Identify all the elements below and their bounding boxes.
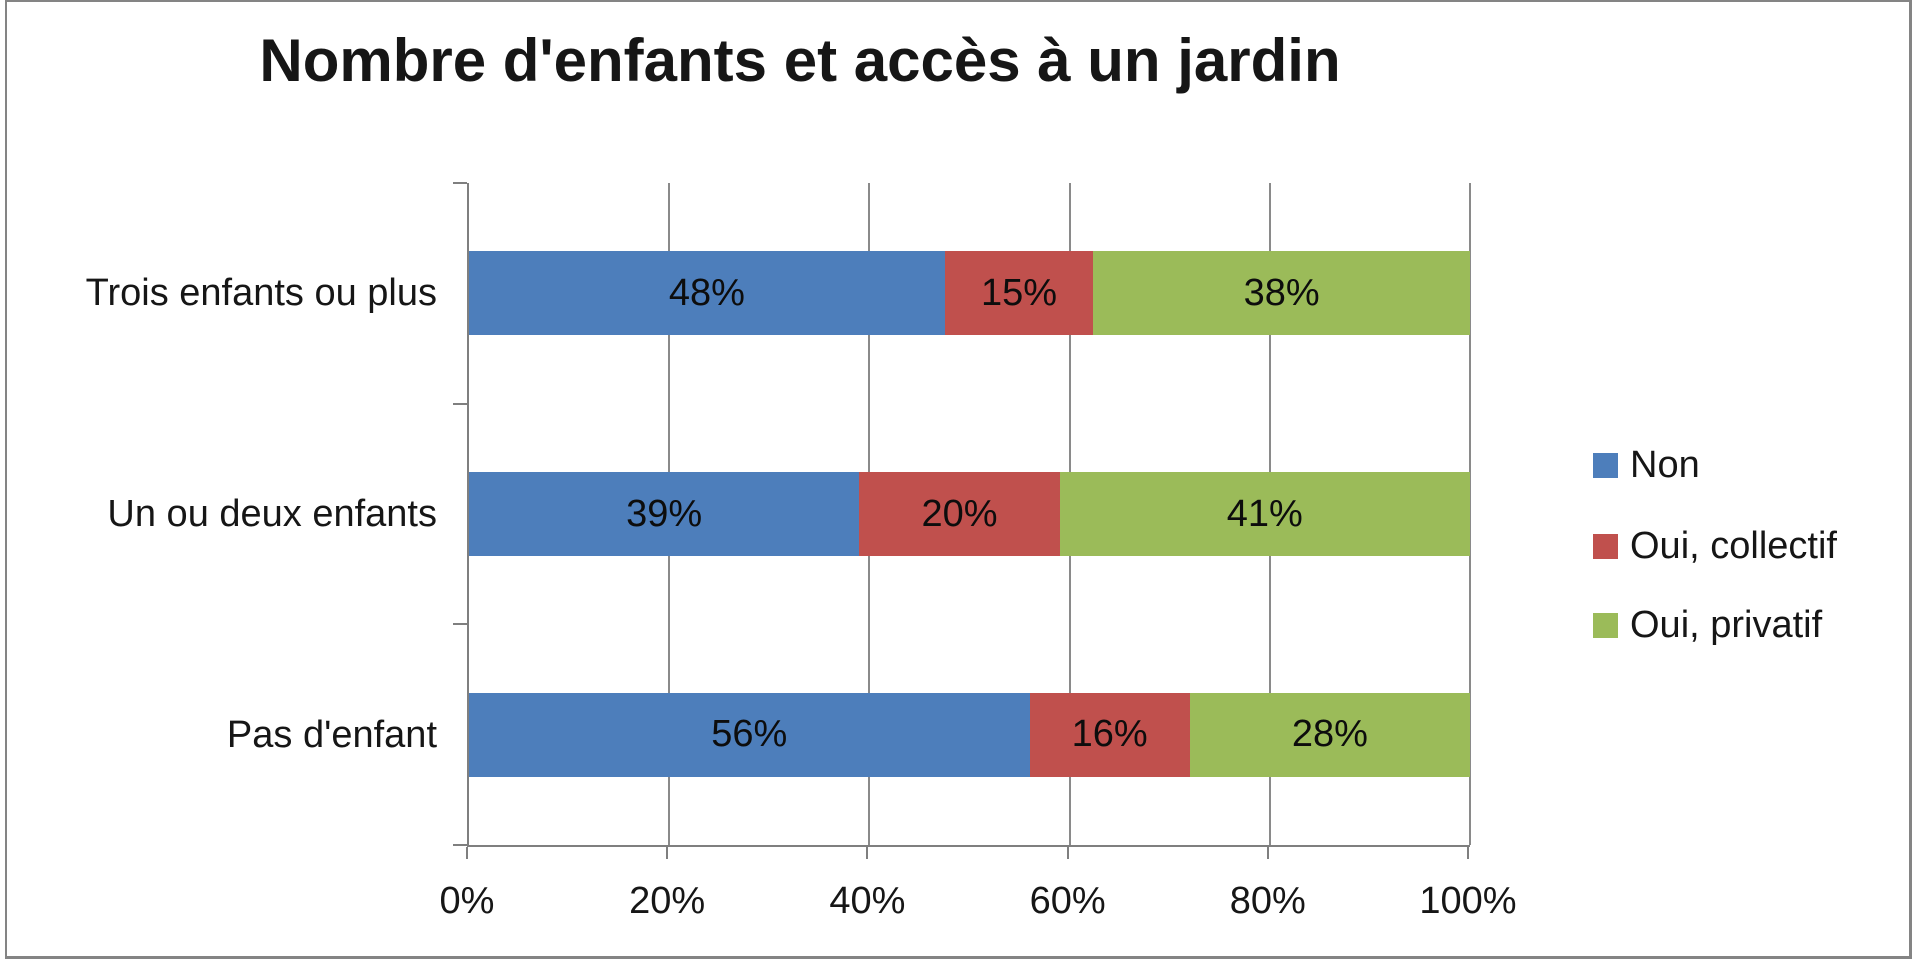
bar-segment-oui-collectif: 15%	[944, 251, 1094, 336]
bar-segment-oui-collectif: 20%	[859, 472, 1060, 556]
bar-data-label: 41%	[1226, 492, 1303, 535]
legend-item-oui-privatif: Oui, privatif	[1593, 604, 1822, 646]
bar-row: 56% 16% 28%	[469, 692, 1470, 777]
legend-swatch-icon	[1593, 533, 1618, 559]
x-tick-label: 100%	[1419, 880, 1517, 922]
plot-area: 48% 15% 38% 39% 20% 41% 56% 16% 28%	[467, 183, 1471, 847]
legend-item-non: Non	[1593, 444, 1700, 486]
legend: Non Oui, collectif Oui, privatif	[1593, 0, 1903, 972]
legend-item-oui-collectif: Oui, collectif	[1593, 525, 1837, 567]
bar-data-label: 16%	[1071, 713, 1148, 756]
x-tick-label: 40%	[829, 880, 906, 922]
x-tick-label: 0%	[439, 880, 495, 922]
bar-segment-oui-privatif: 41%	[1059, 472, 1470, 556]
bar-data-label: 56%	[711, 713, 788, 756]
bar-row: 48% 15% 38%	[469, 251, 1470, 336]
legend-label: Non	[1630, 443, 1700, 486]
legend-label: Oui, collectif	[1630, 524, 1837, 567]
category-label: Un ou deux enfants	[107, 493, 437, 535]
bar-segment-oui-collectif: 16%	[1029, 692, 1190, 777]
category-label: Trois enfants ou plus	[85, 272, 437, 315]
y-axis-tick	[453, 623, 467, 626]
x-axis-tick	[1467, 847, 1469, 859]
x-axis-tick	[466, 847, 468, 859]
category-label: Pas d'enfant	[226, 713, 437, 756]
y-axis-tick	[453, 182, 467, 184]
legend-swatch-icon	[1593, 452, 1618, 478]
bar-row: 39% 20% 41%	[469, 472, 1470, 556]
bar-data-label: 48%	[668, 271, 745, 314]
gridline-100	[1469, 183, 1471, 845]
bar-segment-non: 56%	[469, 692, 1030, 777]
bar-data-label: 28%	[1291, 713, 1368, 756]
chart-title: Nombre d'enfants et accès à un jardin	[259, 27, 1341, 94]
bar-data-label: 15%	[981, 271, 1058, 314]
y-axis-tick	[453, 844, 467, 846]
bar-segment-non: 39%	[469, 472, 860, 556]
x-axis-tick	[866, 847, 869, 859]
x-tick-label: 60%	[1029, 880, 1106, 922]
x-axis-tick	[1066, 847, 1069, 859]
bar-data-label: 20%	[921, 492, 998, 535]
y-axis-tick	[453, 402, 467, 405]
x-axis-tick	[666, 847, 669, 859]
legend-swatch-icon	[1593, 612, 1618, 638]
x-tick-label: 20%	[629, 880, 706, 922]
bar-data-label: 39%	[626, 492, 703, 535]
bar-data-label: 38%	[1243, 271, 1320, 314]
bar-segment-oui-privatif: 38%	[1093, 251, 1470, 336]
bar-segment-oui-privatif: 28%	[1189, 692, 1470, 777]
legend-label: Oui, privatif	[1630, 603, 1823, 646]
y-axis-category-labels: Trois enfants ou plus Un ou deux enfants P…	[0, 0, 437, 972]
x-tick-label: 80%	[1229, 880, 1306, 922]
bar-segment-non: 48%	[469, 251, 945, 336]
x-axis-tick	[1266, 847, 1269, 859]
